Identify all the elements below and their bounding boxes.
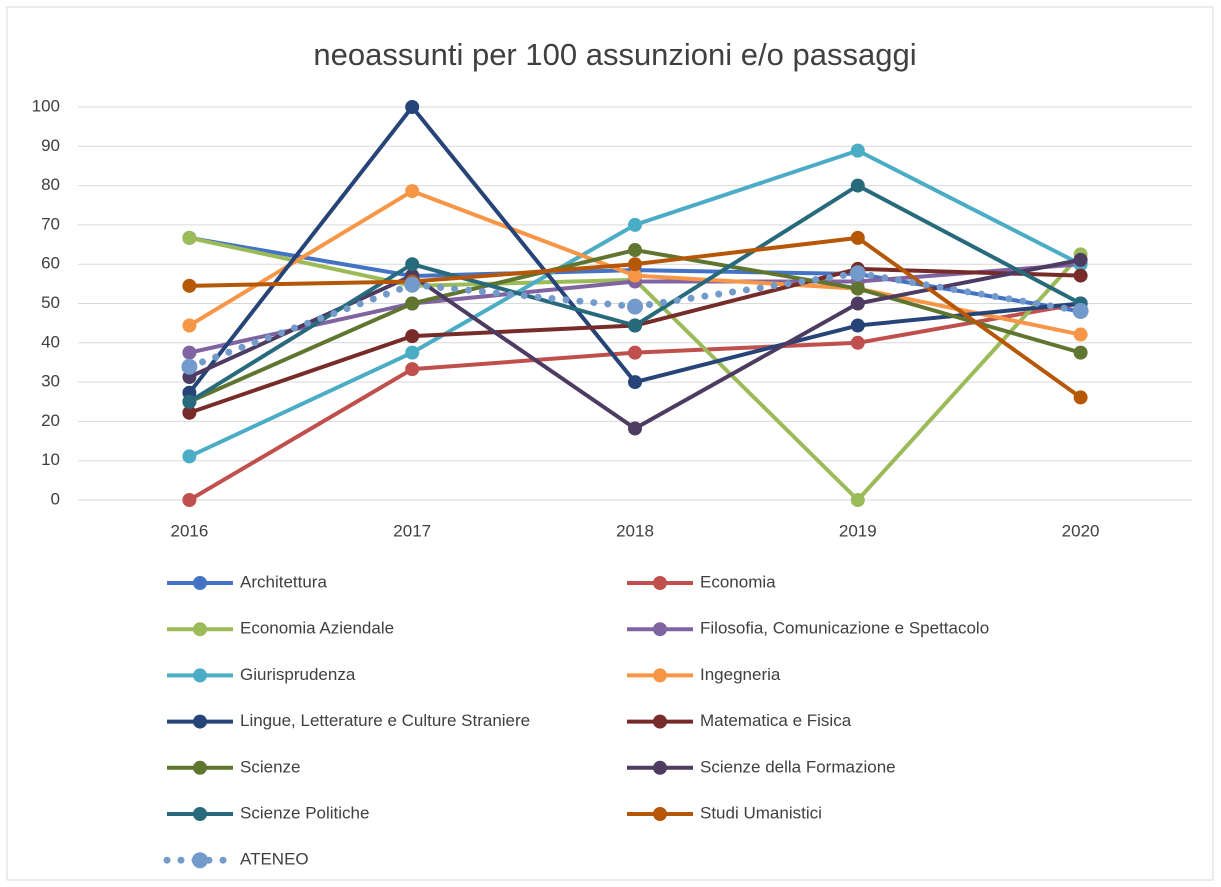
y-tick-label: 40 <box>41 332 60 351</box>
y-tick-label: 50 <box>41 293 60 312</box>
data-point <box>1072 302 1089 319</box>
data-point <box>850 335 865 350</box>
data-point <box>182 449 197 464</box>
x-tick-label: 2016 <box>170 521 208 540</box>
data-point <box>405 257 420 272</box>
data-point <box>1073 327 1088 342</box>
legend-label: Economia Aziendale <box>240 619 394 638</box>
data-point <box>628 318 642 333</box>
y-tick-label: 100 <box>32 96 60 115</box>
data-point <box>182 394 197 409</box>
data-point <box>628 421 642 436</box>
data-point <box>628 217 642 232</box>
data-point <box>627 298 643 315</box>
data-point <box>850 318 865 333</box>
data-point <box>850 230 865 245</box>
y-tick-label: 90 <box>41 136 60 155</box>
data-point <box>628 345 642 360</box>
data-point <box>1073 390 1088 405</box>
data-point <box>182 345 197 360</box>
data-point <box>1073 345 1088 360</box>
data-point <box>182 278 197 293</box>
data-point <box>182 493 197 507</box>
data-point <box>628 375 642 390</box>
data-point <box>628 243 642 258</box>
data-point <box>405 329 420 344</box>
legend-marker <box>193 760 207 775</box>
legend-marker <box>193 714 207 729</box>
y-tick-label: 0 <box>51 489 60 508</box>
x-tick-label: 2018 <box>616 521 654 540</box>
x-tick-label: 2017 <box>393 521 431 540</box>
legend-label: Scienze della Formazione <box>700 757 896 776</box>
legend-label: Studi Umanistici <box>700 803 822 822</box>
data-point <box>182 230 197 245</box>
legend-marker <box>193 668 207 683</box>
data-point <box>849 265 866 282</box>
data-point <box>182 405 197 420</box>
legend-marker <box>653 622 667 637</box>
data-point <box>405 362 420 377</box>
data-point <box>404 276 421 293</box>
legend-marker <box>653 807 667 821</box>
legend-label: Economia <box>700 572 776 591</box>
legend-label: Filosofia, Comunicazione e Spettacolo <box>700 619 989 638</box>
legend-label: Architettura <box>240 572 327 591</box>
chart-frame <box>6 6 1214 881</box>
x-tick-label: 2019 <box>839 521 877 540</box>
x-tick-label: 2020 <box>1062 521 1100 540</box>
legend-marker <box>653 760 667 775</box>
data-point <box>181 358 198 375</box>
legend-marker <box>653 668 667 683</box>
data-point <box>628 257 642 272</box>
y-tick-label: 20 <box>41 411 60 430</box>
legend-label: ATENEO <box>240 850 309 869</box>
legend-marker <box>192 852 208 869</box>
legend-label: Ingegneria <box>700 665 781 684</box>
legend-label: Lingue, Letterature e Culture Straniere <box>240 711 530 730</box>
data-point <box>405 100 420 114</box>
legend-label: Giurisprudenza <box>240 665 356 684</box>
y-tick-label: 70 <box>41 214 60 233</box>
y-tick-label: 30 <box>41 372 60 391</box>
legend-label: Scienze Politiche <box>240 803 369 822</box>
legend-marker <box>653 714 667 729</box>
data-point <box>405 296 420 311</box>
legend-label: Scienze <box>240 757 300 776</box>
data-point <box>405 345 420 360</box>
data-point <box>1073 268 1088 283</box>
data-point <box>628 268 642 283</box>
legend-label: Matematica e Fisica <box>700 711 852 730</box>
data-point <box>405 184 420 199</box>
legend-marker <box>193 576 207 590</box>
y-tick-label: 60 <box>41 254 60 273</box>
data-point <box>1073 252 1088 267</box>
legend-marker <box>193 622 207 637</box>
chart-title: neoassunti per 100 assunzioni e/o passag… <box>313 37 916 72</box>
data-point <box>850 493 865 507</box>
data-point <box>182 318 197 333</box>
y-tick-label: 10 <box>41 450 60 469</box>
legend-marker <box>653 576 667 590</box>
data-point <box>850 143 865 158</box>
data-point <box>850 281 865 296</box>
legend-marker <box>193 807 207 821</box>
data-point <box>850 296 865 311</box>
data-point <box>850 178 865 193</box>
y-tick-label: 80 <box>41 175 60 194</box>
